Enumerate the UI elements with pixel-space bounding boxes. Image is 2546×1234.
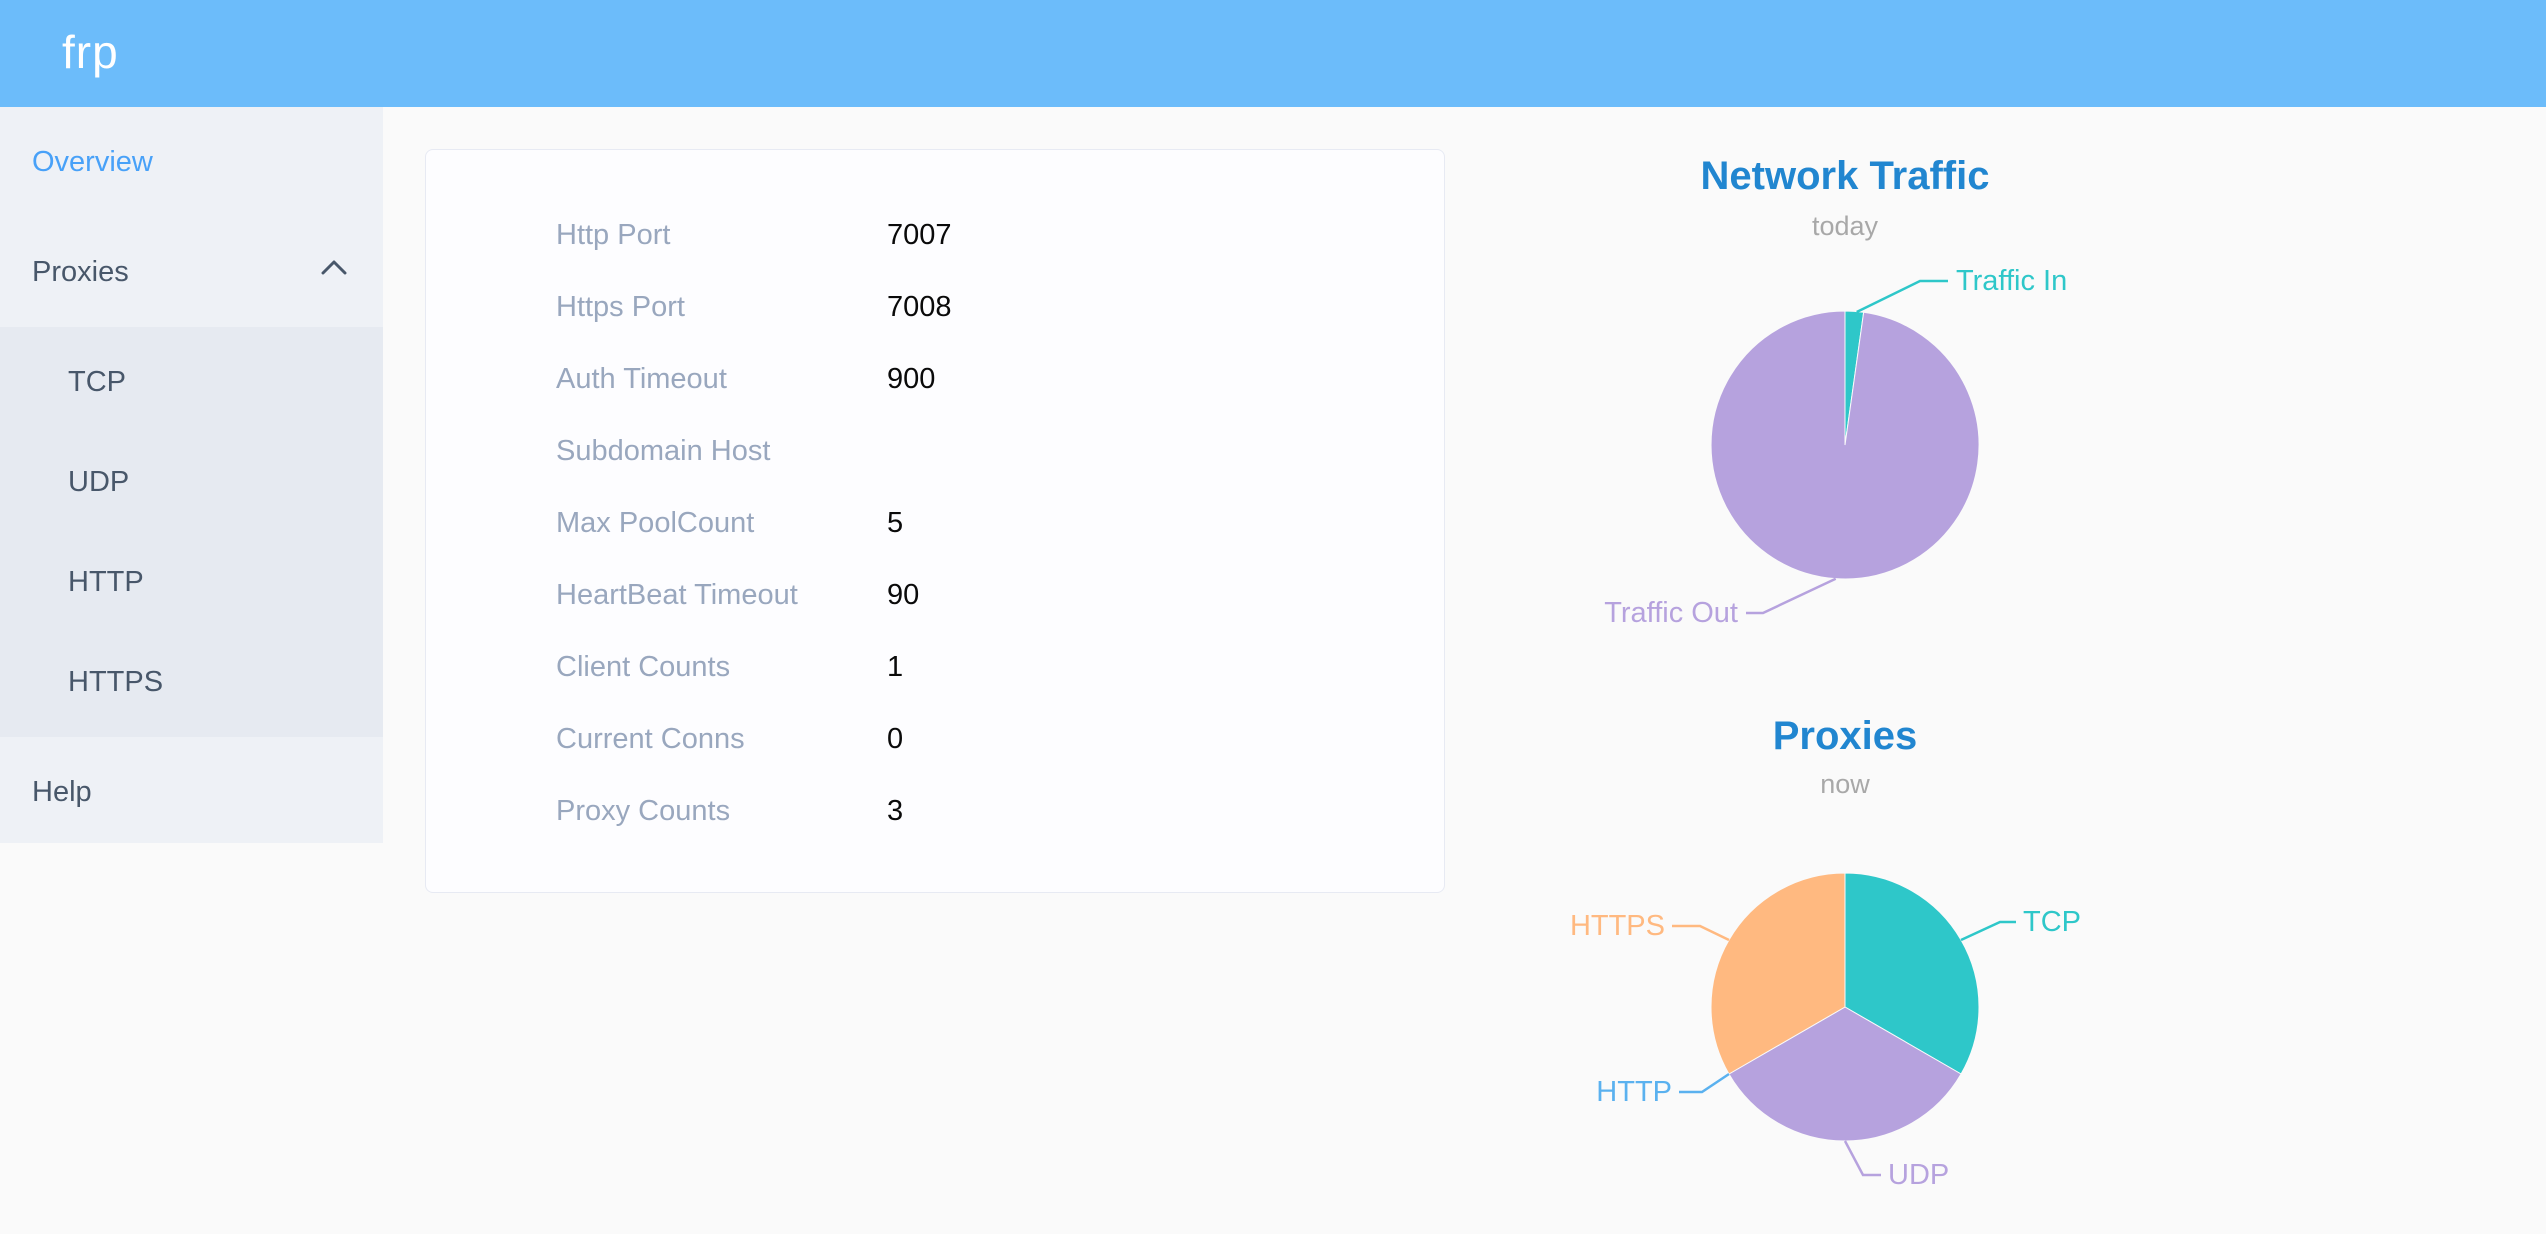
sidebar-item-tcp-label: TCP (68, 366, 126, 398)
pie-label-https: HTTPS (1570, 910, 1665, 942)
leader-line-udp (1843, 1140, 1881, 1177)
info-value: 7007 (887, 218, 952, 251)
leader-line-traffic-in (1856, 279, 1948, 314)
info-row-subdomain-host: Subdomain Host (426, 415, 1444, 487)
info-value: 3 (887, 794, 904, 827)
info-label: Current Conns (556, 722, 745, 755)
server-info-panel: Http Port 7007 Https Port 7008 Auth Time… (425, 149, 1445, 893)
info-row-heartbeat-timeout: HeartBeat Timeout 90 (426, 559, 1444, 631)
info-label: Max PoolCount (556, 506, 755, 539)
sidebar-item-udp-label: UDP (68, 466, 130, 498)
chevron-up-icon (321, 260, 347, 275)
info-label: Http Port (556, 218, 671, 251)
info-value: 900 (887, 362, 936, 395)
leader-line-http (1679, 1072, 1730, 1094)
app-logo: frp (62, 26, 119, 78)
info-label: HeartBeat Timeout (556, 578, 798, 611)
sidebar-item-overview[interactable]: Overview (0, 107, 383, 217)
pie-slice-traffic-out (1710, 310, 1980, 580)
leader-line-tcp (1960, 920, 2016, 942)
network-traffic-pie-chart: Traffic In Traffic Out (1604, 265, 2067, 629)
sidebar-item-help[interactable]: Help (0, 737, 383, 847)
sidebar-item-proxies[interactable]: Proxies (0, 217, 383, 327)
sidebar-item-http-label: HTTP (68, 566, 144, 598)
sidebar-item-http[interactable]: HTTP (0, 532, 383, 632)
info-row-proxy-counts: Proxy Counts 3 (426, 775, 1444, 847)
app-header: frp (0, 0, 2546, 107)
sidebar-item-udp[interactable]: UDP (0, 432, 383, 532)
pie-label-udp: UDP (1888, 1159, 1949, 1191)
network-traffic-subtitle: today (1811, 211, 1879, 241)
sidebar-item-help-label: Help (32, 776, 92, 808)
info-value: 0 (887, 722, 904, 755)
sidebar: Overview Proxies TCP UDP HTTP HTTPS Help (0, 107, 383, 843)
info-value: 90 (887, 578, 920, 611)
proxies-chart-subtitle: now (1820, 769, 1870, 799)
leader-line-https (1672, 924, 1730, 942)
info-row-client-counts: Client Counts 1 (426, 631, 1444, 703)
proxies-pie-chart: TCP UDP HTTP HTTPS (1570, 872, 2081, 1191)
info-row-https-port: Https Port 7008 (426, 271, 1444, 343)
info-label: Proxy Counts (556, 794, 731, 827)
sidebar-item-tcp[interactable]: TCP (0, 332, 383, 432)
pie-label-tcp: TCP (2023, 906, 2081, 938)
info-row-current-conns: Current Conns 0 (426, 703, 1444, 775)
info-label: Client Counts (556, 650, 731, 683)
leader-line-traffic-out (1746, 577, 1837, 615)
proxies-chart-title: Proxies (1772, 714, 1918, 758)
network-traffic-title: Network Traffic (1700, 154, 1990, 198)
pie-label-traffic-out: Traffic Out (1604, 597, 1738, 629)
sidebar-item-proxies-label: Proxies (32, 256, 129, 288)
info-value: 1 (887, 650, 904, 683)
pie-label-traffic-in: Traffic In (1956, 265, 2067, 297)
sidebar-item-https-label: HTTPS (68, 666, 164, 698)
info-label: Subdomain Host (556, 434, 771, 467)
sidebar-item-overview-label: Overview (32, 146, 153, 178)
info-value: 7008 (887, 290, 952, 323)
info-label: Https Port (556, 290, 685, 323)
info-value: 5 (887, 506, 904, 539)
info-row-auth-timeout: Auth Timeout 900 (426, 343, 1444, 415)
sidebar-item-https[interactable]: HTTPS (0, 632, 383, 732)
sidebar-proxies-submenu: TCP UDP HTTP HTTPS (0, 327, 383, 737)
info-row-max-poolcount: Max PoolCount 5 (426, 487, 1444, 559)
info-row-http-port: Http Port 7007 (426, 199, 1444, 271)
info-label: Auth Timeout (556, 362, 727, 395)
pie-label-http: HTTP (1596, 1076, 1672, 1108)
